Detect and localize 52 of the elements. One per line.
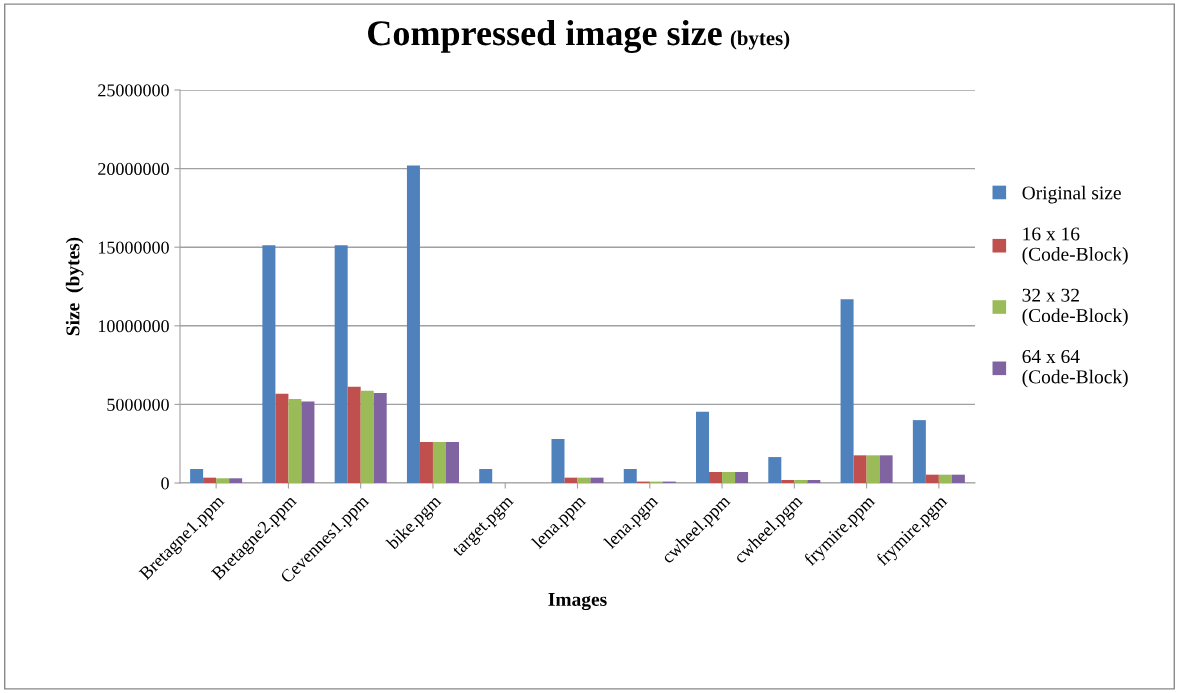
bar [432,441,446,483]
bar [912,420,926,483]
legend-label: 16 x 16 (Code-Block) [1022,227,1128,265]
bar [445,441,459,483]
bar [288,399,302,483]
bar [807,480,821,483]
bar [722,472,736,483]
bar [853,455,867,483]
bar [373,393,387,483]
y-axis-title: Size (bytes) [65,237,84,336]
bar [951,474,965,483]
y-tick-label: 10000000 [98,320,169,333]
bar [551,438,565,483]
bar [479,469,493,483]
x-axis-title: Images [548,593,607,611]
bar [347,386,361,483]
y-tick-label: 25000000 [98,84,169,97]
bar [938,474,952,483]
bar [577,477,591,483]
bar [781,480,795,483]
bar [360,390,374,483]
chart-subtitle: (bytes) [730,30,790,50]
bar [590,477,604,483]
bar [216,478,230,483]
bar [301,401,315,483]
bar [262,245,276,483]
bar [190,469,204,483]
bar [406,165,420,483]
bar [419,441,433,483]
legend-label: Original size [1022,185,1121,204]
bar [229,478,243,483]
bar [879,455,893,483]
bar [840,299,854,483]
bar [564,477,578,483]
y-tick-label: 20000000 [98,162,169,176]
bar [768,457,782,483]
bar [696,411,710,483]
bar [623,469,637,483]
bar [735,472,749,483]
chart-title: Compressed image size [368,19,722,54]
bar [203,477,217,483]
y-tick-label: 15000000 [98,241,169,254]
legend-label: 32 x 32 (Code-Block) [1022,288,1128,327]
legend-label: 64 x 64 (Code-Block) [1022,350,1128,388]
bar [866,455,880,483]
bar [925,474,939,483]
bar [275,393,289,483]
bar [709,472,723,483]
y-tick-label: 5000000 [107,398,169,411]
bar [334,245,348,483]
bar [794,480,808,483]
y-tick-label: 0 [161,477,169,490]
